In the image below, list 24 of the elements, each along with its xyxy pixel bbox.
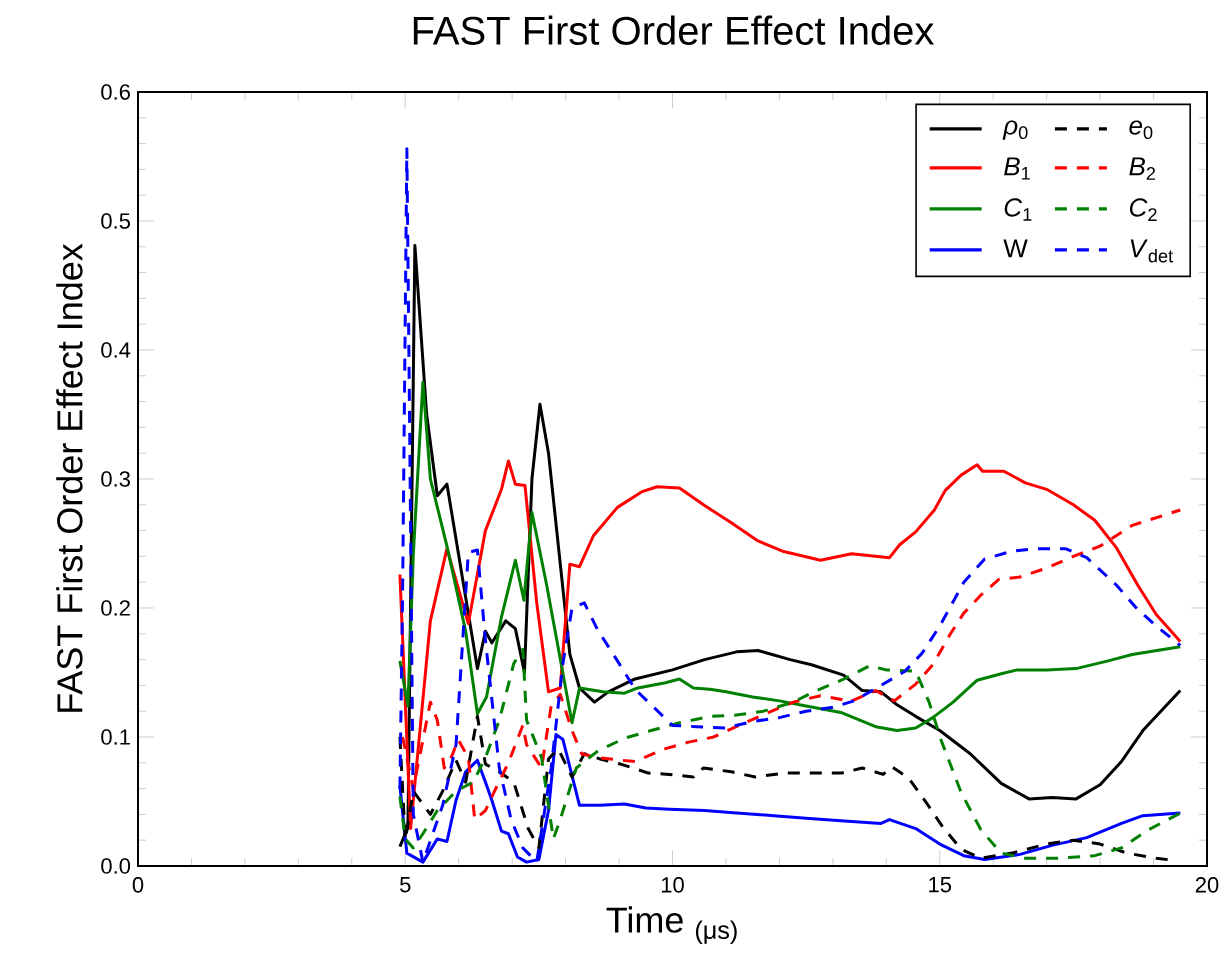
legend-label: C$_{2}$	[1129, 198, 1157, 221]
y-tick-label: 0.5	[101, 213, 130, 229]
x-tick-label: 20	[1195, 877, 1219, 893]
legend-label: ρ$_{0}$	[1002, 120, 1028, 140]
y-tick-label: 0.1	[101, 729, 130, 745]
y-tick-label: 0.2	[101, 600, 130, 616]
y-axis-title: FAST First Order Effect Index	[56, 243, 83, 712]
legend-label: V$_{det}$	[1130, 239, 1174, 263]
legend-label: B$_{1}$	[1004, 157, 1030, 180]
chart-title: FAST First Order Effect Index	[413, 15, 935, 45]
legend-label: e$_{0}$	[1129, 120, 1153, 140]
x-tick-label: 10	[661, 877, 684, 893]
y-tick-label: 0.4	[101, 342, 131, 358]
y-tick-label: 0.0	[101, 858, 131, 874]
line-series	[398, 459, 1182, 831]
y-tick-label: 0.6	[101, 84, 130, 100]
x-tick-label: 15	[929, 877, 952, 893]
y-tick-label: 0.3	[101, 471, 130, 487]
legend-label: C$_{1}$	[1004, 198, 1032, 221]
legend-label: W	[1003, 239, 1028, 258]
x-tick-label: 0	[132, 877, 144, 893]
legend-label: B$_{2}$	[1129, 157, 1156, 180]
x-axis-title: Time $_{(μs)}$	[606, 906, 737, 945]
x-tick-label: 5	[400, 877, 411, 893]
